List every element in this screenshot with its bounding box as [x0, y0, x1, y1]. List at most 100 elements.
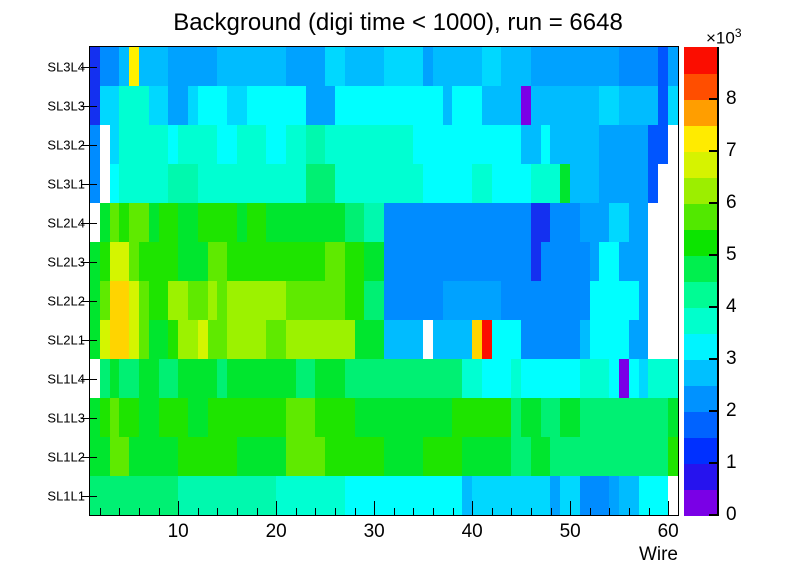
heatmap-cell: [550, 398, 561, 437]
heatmap-cell: [325, 476, 335, 515]
heatmap-cell: [315, 203, 326, 242]
heatmap-cell: [579, 164, 590, 203]
colorbar-tick: [709, 98, 719, 100]
heatmap-cell: [374, 398, 384, 437]
heatmap-cell: [295, 359, 306, 398]
heatmap-cell: [109, 281, 120, 320]
heatmap-cell: [374, 281, 384, 320]
heatmap-cell: [276, 281, 286, 320]
heatmap-cell: [197, 203, 208, 242]
heatmap-cell: [452, 164, 463, 203]
heatmap-cell: [246, 242, 257, 281]
heatmap-cell: [295, 476, 306, 515]
heatmap-cell: [246, 359, 257, 398]
heatmap-cell: [589, 203, 600, 242]
heatmap-cell: [658, 320, 669, 359]
heatmap-cell: [168, 164, 179, 203]
heatmap-cell: [570, 398, 580, 437]
heatmap-cell: [452, 398, 463, 437]
heatmap-cell: [217, 437, 228, 476]
colorbar-tick-label-8: 8: [726, 88, 737, 109]
heatmap-cell: [511, 320, 522, 359]
heatmap-cell: [344, 47, 355, 86]
y-axis-label-sl3l4: SL3L4: [47, 59, 85, 74]
heatmap-cell: [178, 281, 188, 320]
heatmap-cell: [481, 242, 492, 281]
heatmap-cell: [158, 242, 169, 281]
x-minor-tick: [433, 508, 434, 515]
heatmap-cell: [472, 125, 482, 164]
heatmap-cell: [148, 476, 159, 515]
heatmap-cell: [658, 203, 669, 242]
heatmap-cell: [403, 47, 414, 86]
x-major-tick: [374, 501, 376, 515]
heatmap-cell: [452, 203, 463, 242]
exponent-power: 3: [734, 26, 742, 40]
heatmap-cell: [550, 320, 561, 359]
heatmap-cell: [530, 164, 541, 203]
heatmap-cell: [148, 203, 159, 242]
heatmap-cell: [266, 242, 277, 281]
colorbar-band: [684, 125, 717, 152]
colorbar-tick-label-3: 3: [726, 348, 737, 369]
heatmap-cell: [217, 281, 228, 320]
heatmap-row-sl1l2: [90, 437, 678, 476]
heatmap-cell: [648, 281, 659, 320]
heatmap-cell: [178, 164, 188, 203]
heatmap-cell: [99, 359, 110, 398]
heatmap-cell: [119, 86, 130, 125]
heatmap-cell: [168, 359, 179, 398]
heatmap-cell: [658, 281, 669, 320]
heatmap-cell: [511, 203, 522, 242]
heatmap-cell: [334, 47, 345, 86]
colorbar: [684, 47, 717, 516]
x-minor-tick: [119, 508, 121, 515]
heatmap-cell: [334, 86, 345, 125]
heatmap-cell: [648, 125, 659, 164]
heatmap-cell: [423, 281, 433, 320]
heatmap-cell: [511, 242, 522, 281]
heatmap-cell: [658, 86, 669, 125]
heatmap-cell: [472, 359, 482, 398]
heatmap-cell: [266, 398, 277, 437]
heatmap-cell: [491, 86, 502, 125]
heatmap-cell: [472, 203, 482, 242]
heatmap-cell: [129, 437, 139, 476]
heatmap-cell: [648, 398, 659, 437]
heatmap-cell: [227, 281, 237, 320]
heatmap-cell: [452, 47, 463, 86]
heatmap-cell: [227, 437, 237, 476]
heatmap-cell: [658, 437, 669, 476]
heatmap-cell: [560, 203, 571, 242]
heatmap-cell: [511, 281, 522, 320]
heatmap-cell: [452, 281, 463, 320]
heatmap-cell: [138, 125, 149, 164]
heatmap-cell: [403, 125, 414, 164]
heatmap-row-sl3l2: [90, 125, 678, 164]
heatmap-cell: [560, 242, 571, 281]
heatmap-cell: [138, 359, 149, 398]
heatmap-cell: [442, 242, 453, 281]
heatmap-cell: [276, 476, 286, 515]
heatmap-cell: [413, 242, 424, 281]
heatmap-cell: [266, 437, 277, 476]
heatmap-cell: [217, 47, 228, 86]
heatmap-cell: [383, 242, 394, 281]
heatmap-cell: [325, 164, 335, 203]
heatmap-cell: [628, 47, 639, 86]
heatmap-cell: [628, 476, 639, 515]
heatmap-cell: [638, 398, 649, 437]
heatmap-cell: [197, 281, 208, 320]
heatmap-cell: [383, 359, 394, 398]
x-minor-tick: [354, 508, 356, 515]
heatmap-cell: [256, 281, 267, 320]
x-minor-tick: [99, 508, 101, 515]
heatmap-cell: [668, 164, 678, 203]
heatmap-cell: [619, 476, 629, 515]
heatmap-cell: [158, 86, 169, 125]
heatmap-cell: [99, 86, 110, 125]
x-minor-tick: [491, 508, 493, 515]
heatmap-cell: [609, 359, 620, 398]
heatmap-cell: [501, 398, 512, 437]
y-axis-tick: [81, 495, 97, 497]
